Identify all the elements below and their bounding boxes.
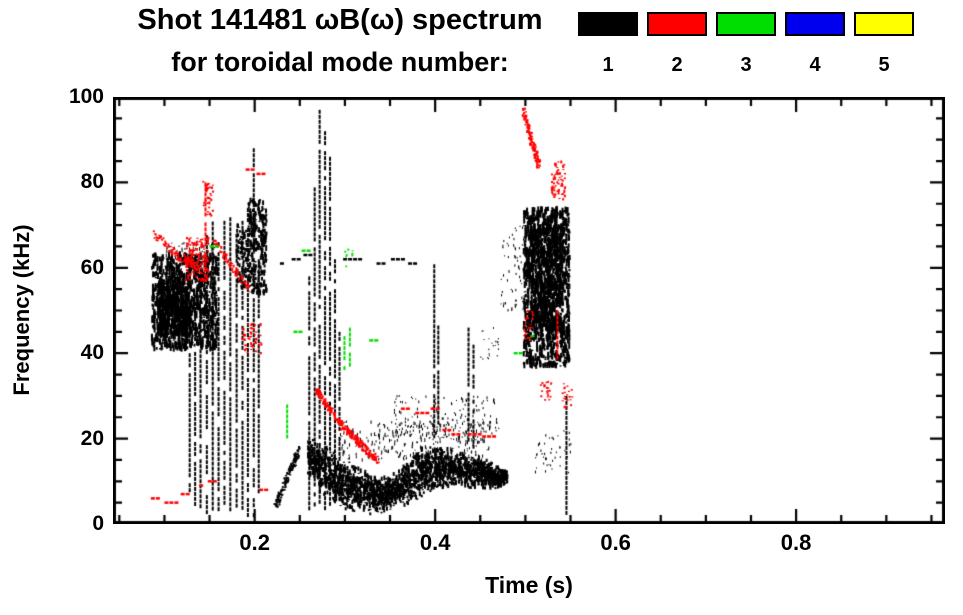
legend-swatch-n2	[647, 12, 707, 36]
x-axis-title: Time (s)	[485, 572, 573, 598]
legend-label-n4: 4	[809, 54, 821, 76]
plot-subtitle: for toroidal mode number:	[171, 47, 509, 77]
y-tick-label: 0	[92, 512, 104, 535]
x-tick-label: 0.6	[600, 530, 631, 555]
plot-title: Shot 141481 ωB(ω) spectrum	[137, 4, 543, 36]
x-tick-label: 0.4	[419, 530, 451, 555]
y-tick-label: 40	[80, 341, 104, 365]
legend-swatch-n5	[854, 12, 914, 36]
y-tick-label: 100	[68, 85, 104, 108]
legend-swatch-n1	[578, 12, 638, 36]
legend-item-n1: 1	[578, 12, 638, 77]
mode-legend: 1 2 3 4 5	[578, 12, 914, 77]
y-tick-label: 80	[80, 170, 104, 194]
legend-label-n1: 1	[602, 54, 614, 76]
x-tick-label: 0.2	[239, 530, 270, 555]
legend-label-n2: 2	[671, 54, 683, 76]
x-tick-label: 0.8	[780, 530, 812, 555]
y-axis-title: Frequency (kHz)	[9, 224, 34, 396]
legend-item-n2: 2	[647, 12, 707, 77]
legend-label-n3: 3	[740, 54, 752, 76]
plot-canvas	[113, 97, 945, 524]
y-tick-label: 20	[80, 426, 104, 450]
legend-item-n3: 3	[716, 12, 776, 77]
legend-label-n5: 5	[878, 54, 890, 76]
legend-item-n4: 4	[785, 12, 845, 77]
y-tick-label: 60	[80, 255, 104, 279]
legend-swatch-n3	[716, 12, 776, 36]
legend-item-n5: 5	[854, 12, 914, 77]
legend-swatch-n4	[785, 12, 845, 36]
